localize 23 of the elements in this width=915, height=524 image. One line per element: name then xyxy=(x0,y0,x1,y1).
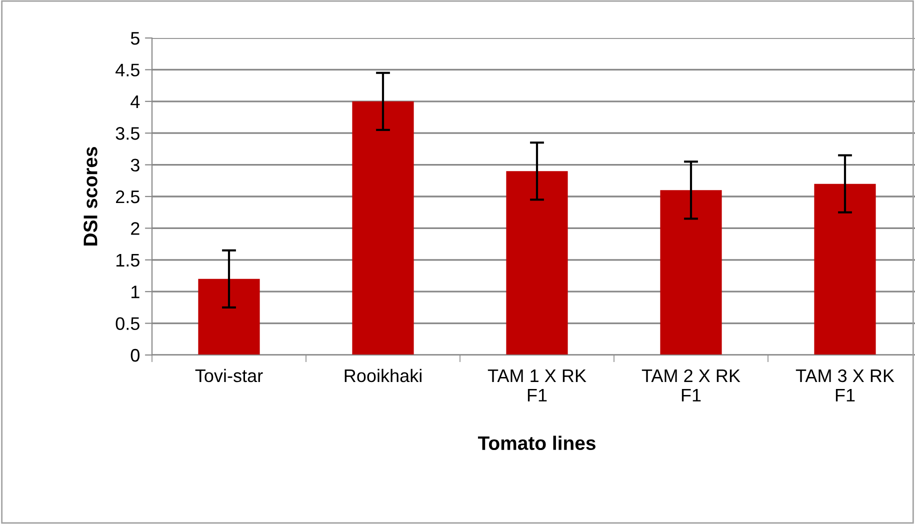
bar xyxy=(198,278,260,355)
x-tick-label: TAM 3 X RK F1 xyxy=(796,369,894,402)
y-tick-label: 3.5 xyxy=(116,127,140,140)
y-tick-label: 4.5 xyxy=(116,64,140,76)
bar xyxy=(506,171,568,355)
y-tick-label: 2.5 xyxy=(116,190,140,204)
x-tick-label: Tovi-star xyxy=(195,368,263,382)
bar xyxy=(660,190,722,355)
y-tick-label: 3 xyxy=(130,158,140,172)
y-tick-label: 1.5 xyxy=(116,254,140,267)
bar xyxy=(814,184,876,355)
y-tick-label: 0 xyxy=(130,348,140,362)
y-tick-label: 1 xyxy=(132,286,140,298)
x-axis-title: Tomato lines xyxy=(478,436,596,450)
y-tick-label: 2 xyxy=(131,222,140,235)
bar xyxy=(352,101,414,355)
y-tick-label: 4 xyxy=(130,96,140,108)
y-axis-title: DSI scores xyxy=(84,147,98,246)
y-tick-label: 0.5 xyxy=(116,317,140,330)
x-tick-label: TAM 1 X RK F1 xyxy=(488,370,586,402)
x-tick-label: TAM 2 X RK F1 xyxy=(642,369,740,402)
y-tick-label: 5 xyxy=(130,32,140,45)
x-tick-label: Rooikhaki xyxy=(344,368,422,382)
